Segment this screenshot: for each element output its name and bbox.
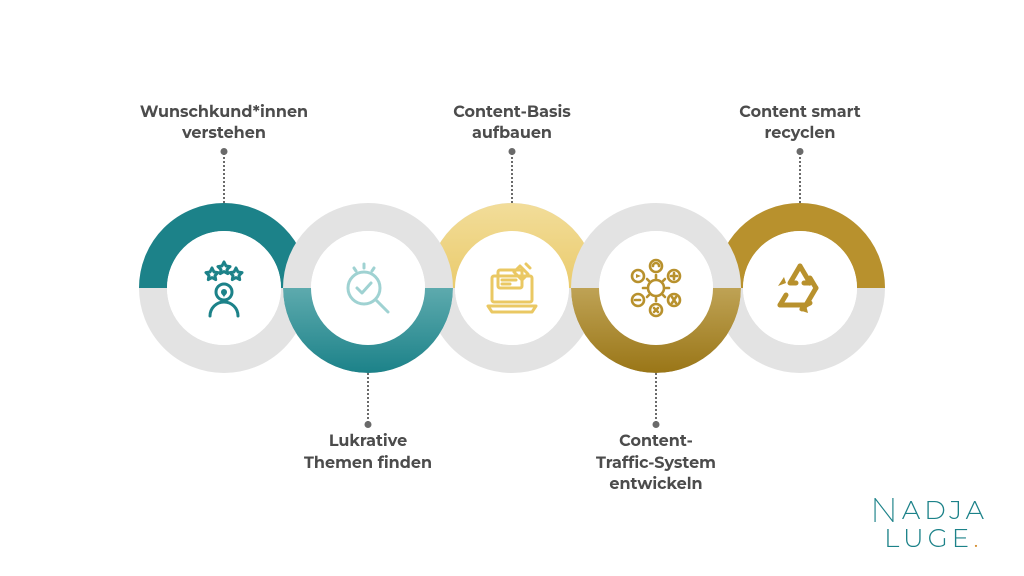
magnify-check-icon	[336, 256, 400, 320]
ring-inner	[167, 231, 281, 345]
logo-period: .	[973, 522, 982, 554]
connector-dot	[509, 148, 516, 155]
ring-chain: Wunschkund*innenverstehen LukrativeTheme…	[139, 203, 885, 373]
step-ring-2: LukrativeThemen finden	[283, 203, 453, 373]
label-connector	[367, 373, 369, 423]
step-label-1: Wunschkund*innenverstehen	[129, 102, 319, 145]
connector-dot	[797, 148, 804, 155]
step-label-4: Content-Traffic-Systementwickeln	[561, 431, 751, 496]
media-gear-icon	[624, 256, 688, 320]
ring-inner	[455, 231, 569, 345]
user-stars-icon	[192, 256, 256, 320]
connector-dot	[653, 421, 660, 428]
laptop-write-icon	[480, 256, 544, 320]
logo-initial: N	[870, 489, 902, 531]
brand-logo: NADJA LUGE.	[870, 486, 988, 554]
connector-dot	[365, 421, 372, 428]
step-ring-4: Content-Traffic-Systementwickeln	[571, 203, 741, 373]
label-connector	[655, 373, 657, 423]
ring-inner	[311, 231, 425, 345]
label-connector	[511, 153, 513, 203]
step-label-3: Content-Basisaufbauen	[417, 102, 607, 145]
ring-inner	[743, 231, 857, 345]
ring-inner	[599, 231, 713, 345]
step-label-5: Content smartrecyclen	[705, 102, 895, 145]
step-label-2: LukrativeThemen finden	[273, 431, 463, 474]
recycle-icon	[768, 256, 832, 320]
label-connector	[223, 153, 225, 203]
connector-dot	[221, 148, 228, 155]
label-connector	[799, 153, 801, 203]
